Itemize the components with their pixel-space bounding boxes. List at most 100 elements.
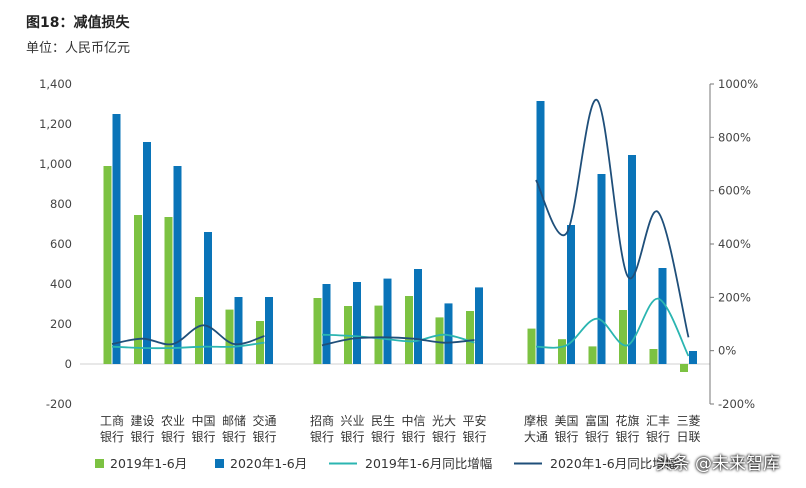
- category-label-line1: 建设: [130, 414, 154, 428]
- bar-2020: [567, 225, 575, 364]
- right-axis-tick-label: 400%: [718, 237, 751, 251]
- bar-2019: [619, 310, 627, 364]
- bar-2019: [558, 339, 566, 364]
- category-label-line2: 银行: [615, 430, 639, 444]
- category-label-line1: 富国: [585, 413, 609, 428]
- yoy-2020-line: [111, 324, 265, 346]
- category-label-line1: 平安: [462, 413, 486, 428]
- category-label-line1: 农业: [161, 414, 185, 428]
- left-axis-tick-label: 400: [50, 277, 72, 291]
- bar-2020: [353, 282, 361, 364]
- bar-2019: [374, 305, 383, 364]
- left-axis-tick-label: -200: [46, 397, 72, 411]
- category-label-line2: 银行: [371, 430, 395, 444]
- bar-2020: [322, 284, 331, 364]
- category-label-line2: 银行: [161, 430, 185, 444]
- bar-2019: [164, 217, 173, 364]
- category-label-line2: 银行: [130, 430, 154, 444]
- category-label-line2: 银行: [401, 430, 425, 444]
- bar-2019: [313, 298, 322, 364]
- bar-2019: [649, 349, 658, 364]
- bar-2020: [628, 155, 636, 364]
- yoy-2019-line: [321, 333, 475, 344]
- bar-2019: [225, 309, 234, 364]
- right-axis-tick-label: -200%: [718, 397, 755, 411]
- category-label-line1: 中信: [401, 413, 425, 428]
- bar-2020: [475, 287, 483, 364]
- category-label-line2: 大通: [524, 430, 548, 444]
- category-label-line1: 工商: [100, 413, 124, 428]
- left-axis-tick-label: 1,400: [39, 77, 72, 91]
- legend-label: 2020年1-6月同比增幅: [550, 456, 677, 471]
- bar-2019: [680, 364, 688, 372]
- legend-label: 2019年1-6月同比增幅: [365, 456, 492, 471]
- bar-2020: [658, 268, 667, 364]
- right-axis-tick-label: 1000%: [718, 77, 758, 91]
- bar-2020: [173, 166, 182, 364]
- category-labels: 工商银行建设银行农业银行中国银行邮储银行交通银行招商银行兴业银行民生银行中信银行…: [100, 413, 701, 444]
- category-label-line1: 汇丰: [646, 414, 670, 428]
- category-label-line2: 银行: [222, 430, 246, 444]
- legend-label: 2019年1-6月: [110, 456, 187, 471]
- category-label-line2: 银行: [340, 430, 364, 444]
- yoy-2020-line: [321, 336, 475, 347]
- category-label-line2: 银行: [432, 430, 456, 444]
- category-label-line2: 银行: [554, 430, 578, 444]
- bar-2019: [195, 297, 203, 364]
- bar-2019: [134, 215, 142, 364]
- bar-2019: [527, 328, 536, 364]
- bar-2019: [466, 311, 474, 364]
- bar-2020: [204, 232, 212, 364]
- left-axis-tick-label: 1,000: [39, 157, 72, 171]
- bar-2020: [234, 297, 243, 364]
- category-label-line1: 交通: [252, 413, 276, 428]
- bar-2019: [435, 317, 444, 364]
- category-label-line1: 光大: [432, 414, 456, 428]
- right-axis-tick-label: 600%: [718, 184, 751, 198]
- bar-2019: [103, 166, 112, 364]
- legend-label: 2020年1-6月: [230, 456, 307, 471]
- category-label-line2: 银行: [585, 430, 609, 444]
- bar-2020: [444, 303, 453, 364]
- bar-2020: [597, 174, 606, 364]
- bar-2020: [383, 278, 392, 364]
- bar-2020: [414, 269, 422, 364]
- category-label-line2: 银行: [191, 430, 215, 444]
- category-label-line1: 摩根: [524, 413, 548, 428]
- bar-2020: [143, 142, 151, 364]
- category-label-line1: 三菱: [676, 414, 700, 428]
- yoy-lines: [111, 99, 690, 357]
- bar-2019: [588, 346, 597, 364]
- right-axis-tick-label: 200%: [718, 290, 751, 304]
- bar-2020: [689, 351, 697, 364]
- category-label-line2: 银行: [646, 430, 670, 444]
- legend-swatch-bar: [215, 459, 224, 468]
- legend-swatch-bar: [95, 459, 104, 468]
- chart-title: 图18：减值损失: [26, 15, 130, 31]
- bar-2020: [112, 114, 121, 364]
- bar-2020: [536, 101, 545, 364]
- category-label-line1: 民生: [371, 414, 395, 428]
- right-axis: -200% 0% 200% 400% 600% 800% 1000%: [709, 77, 758, 411]
- left-axis: -200 0 200 400 600 800 1,000 1,200 1,400: [39, 77, 72, 411]
- category-label-line1: 花旗: [615, 413, 639, 428]
- category-label-line1: 美国: [554, 414, 578, 428]
- bars: [103, 101, 697, 372]
- category-label-line1: 邮储: [222, 413, 246, 428]
- category-label-line2: 银行: [100, 430, 124, 444]
- left-axis-tick-label: 0: [65, 357, 72, 371]
- bar-2020: [265, 297, 273, 364]
- category-label-line2: 银行: [252, 430, 276, 444]
- chart-unit-subtitle: 单位：人民币亿元: [26, 41, 131, 56]
- left-axis-tick-label: 200: [50, 317, 72, 331]
- category-label-line1: 兴业: [340, 414, 364, 428]
- category-label-line1: 招商: [310, 413, 334, 428]
- category-label-line2: 银行: [462, 430, 486, 444]
- yoy-2020-line: [535, 99, 690, 338]
- category-label-line1: 中国: [191, 413, 215, 428]
- legend: 2019年1-6月 2020年1-6月 2019年1-6月同比增幅 2020年1-6月…: [95, 456, 677, 471]
- right-axis-tick-label: 800%: [718, 130, 751, 144]
- category-label-line2: 日联: [676, 430, 700, 444]
- yoy-2019-line: [111, 341, 265, 350]
